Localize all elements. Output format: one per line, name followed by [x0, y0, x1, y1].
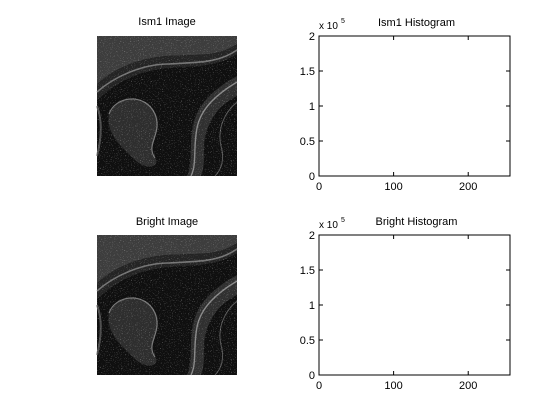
ism1-xtick-label: 0 — [316, 181, 322, 193]
bright-ytick-label: 0 — [309, 370, 315, 382]
bright-ytick-label: 1 — [309, 300, 315, 312]
ism1-histogram-chart: Ism1 Histogram x 10 5 0 0.5 1 1.5 2 0 100 200 — [300, 17, 511, 193]
bright-image-panel: Bright Image — [97, 216, 237, 375]
ism1-histogram-title: Ism1 Histogram — [378, 17, 455, 29]
ism1-y-exponent: 5 — [341, 18, 345, 25]
ism1-image-title: Ism1 Image — [138, 16, 195, 28]
bright-y-exponent: 5 — [341, 217, 345, 224]
ism1-plot-area — [318, 35, 511, 177]
bright-xtick-label: 100 — [384, 380, 402, 392]
bright-ytick-label: 0.5 — [300, 335, 315, 347]
ism1-image — [97, 36, 237, 176]
bright-histogram-chart: Bright Histogram x 10 5 0 0.5 1 1.5 2 0 100 200 — [300, 216, 511, 392]
ism1-ytick-label: 0 — [309, 171, 315, 183]
bright-xtick-label: 0 — [316, 380, 322, 392]
ism1-xtick-label: 100 — [384, 181, 402, 193]
bright-plot-area — [318, 234, 511, 376]
bright-image — [97, 235, 237, 375]
bright-image-title: Bright Image — [136, 216, 198, 228]
ism1-y-multiplier: x 10 — [319, 21, 338, 32]
bright-ytick-label: 1.5 — [300, 265, 315, 277]
bright-y-multiplier: x 10 — [319, 220, 338, 231]
ism1-ytick-label: 1.5 — [300, 66, 315, 78]
bright-histogram-title: Bright Histogram — [376, 216, 458, 228]
bright-xtick-label: 200 — [459, 380, 477, 392]
bright-ytick-label: 2 — [309, 230, 315, 242]
ism1-ytick-label: 2 — [309, 31, 315, 43]
ism1-xtick-label: 200 — [459, 181, 477, 193]
ism1-image-panel: Ism1 Image — [97, 16, 237, 176]
ism1-ytick-label: 1 — [309, 101, 315, 113]
ism1-ytick-label: 0.5 — [300, 136, 315, 148]
